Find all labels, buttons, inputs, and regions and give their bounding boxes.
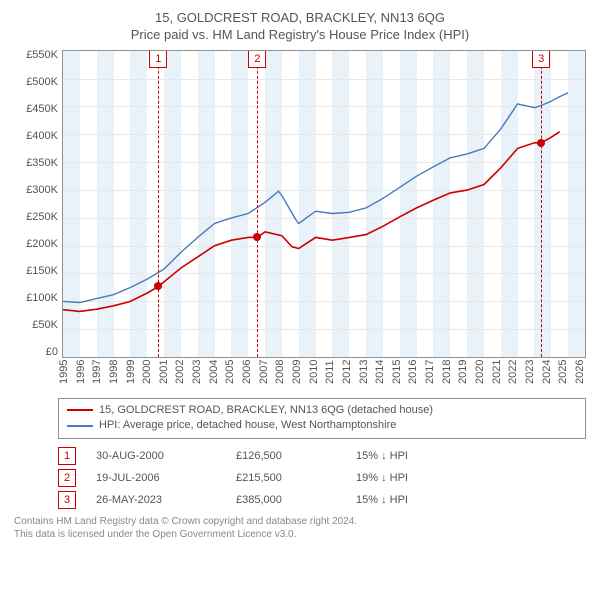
sale-row: 3 26-MAY-2023 £385,000 15% ↓ HPI xyxy=(58,489,586,511)
series-svg xyxy=(63,51,585,357)
series-hpi_line xyxy=(63,92,568,302)
x-tick-label: 2005 xyxy=(224,360,236,394)
x-tick-label: 2026 xyxy=(574,360,586,394)
x-tick-label: 2012 xyxy=(341,360,353,394)
chart-container: 15, GOLDCREST ROAD, BRACKLEY, NN13 6QG P… xyxy=(0,0,600,549)
y-tick-label: £550K xyxy=(26,50,58,61)
x-tick-label: 2022 xyxy=(507,360,519,394)
y-tick-label: £50K xyxy=(32,320,58,331)
legend-swatch xyxy=(67,425,93,427)
y-tick-label: £250K xyxy=(26,212,58,223)
sale-price: £385,000 xyxy=(236,494,336,506)
y-tick-label: £400K xyxy=(26,131,58,142)
y-tick-label: £300K xyxy=(26,185,58,196)
sale-price: £126,500 xyxy=(236,450,336,462)
plot-area: 1 2 3 xyxy=(62,50,586,358)
sales-table: 1 30-AUG-2000 £126,500 15% ↓ HPI 2 19-JUL-200… xyxy=(58,445,586,511)
sale-dot xyxy=(154,282,162,290)
y-tick-label: £200K xyxy=(26,239,58,250)
x-tick-label: 2011 xyxy=(324,360,336,394)
sale-price: £215,500 xyxy=(236,472,336,484)
x-tick-label: 2007 xyxy=(258,360,270,394)
x-tick-label: 2015 xyxy=(391,360,403,394)
sale-diff: 15% ↓ HPI xyxy=(356,494,436,506)
y-axis: £550K £500K £450K £400K £350K £300K £250K £200K… xyxy=(14,50,62,358)
y-tick-label: £350K xyxy=(26,158,58,169)
legend-label: 15, GOLDCREST ROAD, BRACKLEY, NN13 6QG (… xyxy=(99,403,433,418)
sale-marker-badge: 1 xyxy=(149,50,167,68)
sale-date: 30-AUG-2000 xyxy=(96,450,216,462)
x-tick-label: 2009 xyxy=(291,360,303,394)
x-tick-label: 1995 xyxy=(58,360,70,394)
sale-badge: 3 xyxy=(58,491,76,509)
x-tick-label: 2021 xyxy=(491,360,503,394)
legend-item-hpi: HPI: Average price, detached house, West… xyxy=(67,418,577,433)
x-tick-label: 2013 xyxy=(358,360,370,394)
y-tick-label: £500K xyxy=(26,77,58,88)
sale-badge: 2 xyxy=(58,469,76,487)
x-tick-label: 2003 xyxy=(191,360,203,394)
x-tick-label: 1997 xyxy=(91,360,103,394)
x-tick-label: 1999 xyxy=(125,360,137,394)
footer-line: Contains HM Land Registry data © Crown c… xyxy=(14,515,586,528)
x-tick-label: 2006 xyxy=(241,360,253,394)
sale-dot xyxy=(537,139,545,147)
x-tick-label: 2018 xyxy=(441,360,453,394)
x-tick-label: 2008 xyxy=(274,360,286,394)
sale-marker-badge: 3 xyxy=(532,50,550,68)
sale-badge: 1 xyxy=(58,447,76,465)
chart-title-sub: Price paid vs. HM Land Registry's House … xyxy=(14,27,586,44)
x-tick-label: 1998 xyxy=(108,360,120,394)
x-tick-label: 2024 xyxy=(541,360,553,394)
y-tick-label: £450K xyxy=(26,104,58,115)
chart-area: £550K £500K £450K £400K £350K £300K £250K £200K… xyxy=(14,50,586,358)
x-tick-label: 2023 xyxy=(524,360,536,394)
sale-diff: 19% ↓ HPI xyxy=(356,472,436,484)
x-axis: 1995 1996 1997 1998 1999 2000 2001 2002 2003 2004… xyxy=(58,360,586,394)
x-tick-label: 1996 xyxy=(75,360,87,394)
sale-date: 26-MAY-2023 xyxy=(96,494,216,506)
footer-line: This data is licensed under the Open Gov… xyxy=(14,528,586,541)
sale-marker-badge: 2 xyxy=(248,50,266,68)
y-tick-label: £0 xyxy=(46,347,58,358)
legend-swatch xyxy=(67,409,93,411)
x-tick-label: 2017 xyxy=(424,360,436,394)
sale-diff: 15% ↓ HPI xyxy=(356,450,436,462)
sale-row: 2 19-JUL-2006 £215,500 19% ↓ HPI xyxy=(58,467,586,489)
sale-date: 19-JUL-2006 xyxy=(96,472,216,484)
x-tick-label: 2019 xyxy=(457,360,469,394)
y-tick-label: £100K xyxy=(26,293,58,304)
footer: Contains HM Land Registry data © Crown c… xyxy=(14,515,586,541)
sale-row: 1 30-AUG-2000 £126,500 15% ↓ HPI xyxy=(58,445,586,467)
x-tick-label: 2004 xyxy=(208,360,220,394)
legend: 15, GOLDCREST ROAD, BRACKLEY, NN13 6QG (… xyxy=(58,398,586,439)
x-tick-label: 2016 xyxy=(407,360,419,394)
legend-label: HPI: Average price, detached house, West… xyxy=(99,418,396,433)
legend-item-address: 15, GOLDCREST ROAD, BRACKLEY, NN13 6QG (… xyxy=(67,403,577,418)
sale-dot xyxy=(253,233,261,241)
x-tick-label: 2000 xyxy=(141,360,153,394)
x-tick-label: 2014 xyxy=(374,360,386,394)
x-tick-label: 2025 xyxy=(557,360,569,394)
x-tick-label: 2020 xyxy=(474,360,486,394)
y-tick-label: £150K xyxy=(26,266,58,277)
chart-title-address: 15, GOLDCREST ROAD, BRACKLEY, NN13 6QG xyxy=(14,10,586,27)
x-tick-label: 2002 xyxy=(174,360,186,394)
x-tick-label: 2001 xyxy=(158,360,170,394)
x-tick-label: 2010 xyxy=(308,360,320,394)
